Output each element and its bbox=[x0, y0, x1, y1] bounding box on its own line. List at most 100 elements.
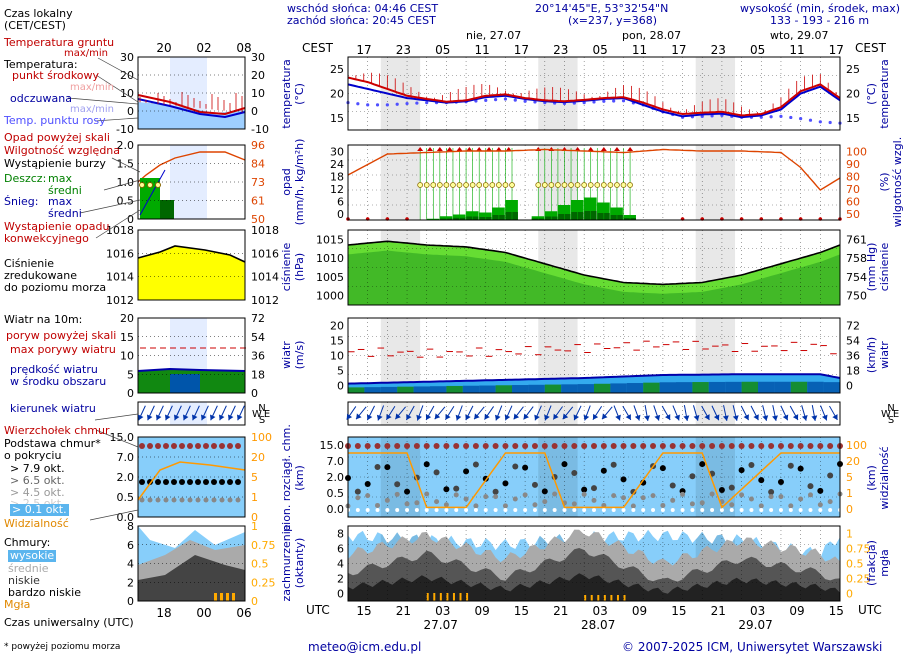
cloudbase-rtick: 100 bbox=[846, 439, 867, 452]
legend-cloud-base1: Podstawa chmur* bbox=[4, 437, 101, 450]
fog-bar bbox=[584, 595, 587, 601]
cloud-base-dot bbox=[689, 473, 696, 480]
cloud-base-dot-low bbox=[739, 508, 744, 512]
cloudbase-rtick: 1 bbox=[846, 487, 853, 500]
wind-dir-arrow bbox=[534, 405, 542, 421]
temp-dew-dot bbox=[808, 118, 813, 122]
compass-N: N bbox=[887, 403, 894, 414]
cloud-base-dot-low bbox=[395, 508, 400, 512]
coords-text: 20°14'45"E, 53°32'54"N bbox=[535, 2, 669, 15]
precip-above-marker bbox=[476, 147, 483, 151]
cloud-top-dot bbox=[728, 443, 735, 449]
precip-conv-marker bbox=[509, 182, 515, 188]
wind-dir-arrow bbox=[829, 405, 838, 421]
cloud-top-dot bbox=[502, 443, 509, 449]
wind-band bbox=[758, 381, 775, 393]
temp-leg-ytick: 0 bbox=[127, 105, 134, 118]
temp-bg bbox=[348, 57, 840, 130]
utc-tick: 21 bbox=[396, 604, 411, 618]
wind-band bbox=[725, 381, 742, 393]
cloud-base-dot-mid bbox=[807, 492, 813, 498]
utc-tick: 09 bbox=[632, 604, 647, 618]
precip-bar bbox=[479, 212, 492, 220]
press-leg-rtick: 1014 bbox=[251, 271, 279, 284]
cloud-top-dot bbox=[413, 443, 420, 449]
precip-label-left: opad bbox=[280, 168, 293, 195]
wind-leg-rtick: 0 bbox=[251, 387, 258, 400]
cloud-top-dot bbox=[669, 443, 676, 449]
wind-dir-head bbox=[544, 414, 550, 421]
legend-time-local-sub: (CET/CEST) bbox=[4, 19, 66, 32]
pressure-area-dark bbox=[348, 250, 840, 305]
cloud-top-dot bbox=[768, 443, 775, 449]
cloud-base-dot-low bbox=[424, 508, 429, 512]
legend-dew: Temp. punktu rosy bbox=[4, 114, 106, 127]
wind-leg-ytick: 10 bbox=[120, 350, 134, 363]
cloud-base-dot-low bbox=[690, 508, 695, 512]
press-leg-border bbox=[137, 229, 246, 301]
precip-above-marker bbox=[436, 147, 443, 151]
temp-leg-rtick: 10 bbox=[251, 87, 265, 100]
utc-tick: 15 bbox=[671, 604, 686, 618]
wind-dir-arrow bbox=[722, 405, 729, 421]
cloudbase-leg-rtick: 0 bbox=[251, 511, 258, 524]
legend-precip-occ2: konwekcyjnego bbox=[4, 232, 89, 245]
wind-band bbox=[430, 386, 447, 393]
wind-band bbox=[544, 384, 562, 393]
wind-dir-head bbox=[654, 414, 661, 421]
leg-cloud-base-dot-mid bbox=[211, 497, 217, 503]
cloud-base-dot-mid bbox=[394, 491, 400, 497]
legend-rain: Deszcz: bbox=[4, 172, 47, 185]
legend-temperature: Temperatura: bbox=[4, 58, 78, 71]
temp-dew-dot bbox=[789, 115, 793, 120]
cloud-base-dot-low bbox=[375, 508, 380, 512]
temp-dew-dot bbox=[405, 101, 409, 106]
utc-tick: 03 bbox=[435, 604, 450, 618]
wind-band bbox=[594, 383, 611, 393]
cloudbase-rtick: 20 bbox=[846, 455, 860, 468]
cloud-base-dot bbox=[610, 461, 617, 468]
cloud-base-dot-low bbox=[414, 508, 419, 512]
temp-dew-dot bbox=[425, 101, 429, 105]
cloudbase-label-right: (km) bbox=[865, 465, 878, 491]
cloud-base-dot-mid bbox=[375, 502, 381, 508]
temp-leg-rtick: 0 bbox=[251, 105, 258, 118]
cloud-base-dot bbox=[453, 485, 460, 492]
legend-compass-E: E bbox=[264, 409, 270, 420]
precip-bar-mid bbox=[492, 215, 505, 220]
wind-dir-head bbox=[504, 414, 511, 421]
legend-ground-temp: Temperatura gruntu bbox=[4, 36, 115, 49]
precip-above-marker bbox=[417, 147, 424, 151]
footer-email[interactable]: meteo@icm.edu.pl bbox=[308, 640, 422, 654]
wind-dir-head bbox=[821, 414, 828, 421]
leg-temp-felt bbox=[137, 98, 246, 119]
wind-dir-head bbox=[494, 414, 501, 421]
legend-humidity: Wilgotność względna bbox=[4, 144, 121, 157]
precip-label-right2: wilgotność wzgl. bbox=[891, 137, 904, 227]
leg-cloud-top-dot bbox=[163, 443, 169, 449]
legend-mid: średnie bbox=[8, 562, 49, 575]
precip-bar-mid bbox=[452, 217, 466, 220]
cloud-base-dot-mid bbox=[788, 503, 794, 509]
press-leg-rtick: 1018 bbox=[251, 224, 279, 237]
wind-dir-head bbox=[445, 413, 451, 420]
clouds-label-left: zachmurzenie bbox=[280, 524, 293, 601]
cloud-top-dot bbox=[482, 443, 489, 449]
leg-dir-arrow bbox=[237, 405, 245, 421]
cloud-base-dot-mid bbox=[424, 491, 430, 497]
wind-band bbox=[823, 382, 840, 393]
wind-dir-head bbox=[722, 415, 729, 421]
wind-dir-head bbox=[553, 413, 559, 420]
precip-above-marker bbox=[627, 147, 634, 151]
cloud-base-dot bbox=[787, 462, 794, 469]
utc-tick: 21 bbox=[711, 604, 726, 618]
cloud-top-dot bbox=[591, 443, 597, 449]
wind-band bbox=[626, 383, 644, 393]
legend-precip-above: Opad powyżej skali bbox=[4, 131, 110, 144]
wind-dir-head bbox=[434, 413, 441, 420]
legend-utc-time: Czas uniwersalny (UTC) bbox=[4, 616, 134, 629]
cloud-base-dot bbox=[433, 469, 440, 476]
legend-connector bbox=[79, 199, 141, 214]
cloud-top-dot bbox=[640, 443, 647, 449]
